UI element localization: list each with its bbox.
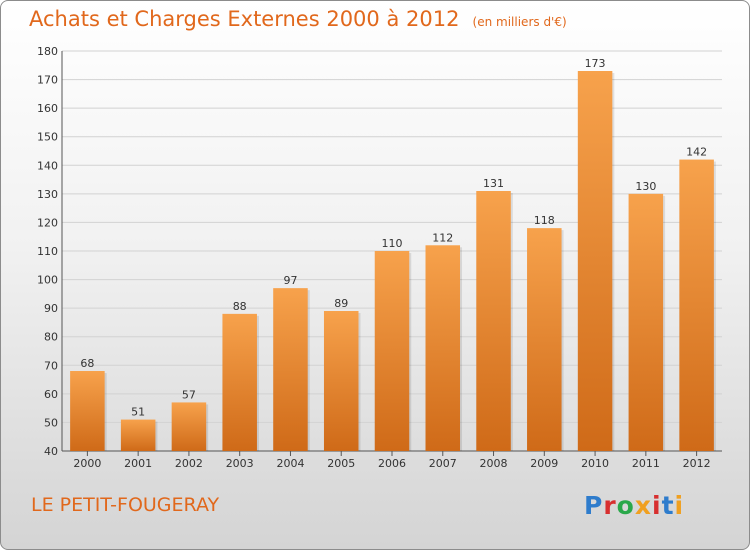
y-tick-label: 110 <box>37 245 58 258</box>
data-label: 57 <box>182 388 196 401</box>
x-tick-label: 2001 <box>124 457 152 470</box>
bar-2008 <box>476 191 511 451</box>
bar-2009 <box>527 228 562 451</box>
x-tick-label: 2009 <box>530 457 558 470</box>
bar-2012 <box>679 159 714 452</box>
bar-2004 <box>273 288 308 451</box>
y-tick-label: 40 <box>44 445 58 458</box>
data-label: 51 <box>131 406 145 419</box>
y-tick-label: 180 <box>37 45 58 58</box>
x-tick-label: 2003 <box>226 457 254 470</box>
x-tick-label: 2007 <box>429 457 457 470</box>
data-label: 130 <box>635 180 656 193</box>
data-label: 173 <box>585 57 606 70</box>
bar-2005 <box>323 311 359 451</box>
y-tick-label: 50 <box>44 416 58 429</box>
bar-2010 <box>577 71 613 451</box>
y-tick-label: 100 <box>37 274 58 287</box>
y-tick-label: 150 <box>37 131 58 144</box>
proxiti-logo: Proxiti <box>584 491 685 520</box>
chart-title: Achats et Charges Externes 2000 à 2012 (… <box>29 7 567 31</box>
bar-2007 <box>425 245 461 451</box>
y-tick-label: 130 <box>37 188 58 201</box>
data-label: 112 <box>432 231 453 244</box>
y-tick-label: 90 <box>44 302 58 315</box>
chart-unit: (en milliers d'€) <box>472 15 567 29</box>
x-tick-label: 2005 <box>327 457 355 470</box>
data-label: 142 <box>686 146 707 159</box>
bars <box>70 71 716 452</box>
data-label: 118 <box>534 214 555 227</box>
x-tick-label: 2006 <box>378 457 406 470</box>
place-name: LE PETIT-FOUGERAY <box>31 494 220 516</box>
x-tick-label: 2000 <box>73 457 101 470</box>
chart-title-text: Achats et Charges Externes 2000 à 2012 <box>29 7 460 31</box>
x-tick-label: 2004 <box>276 457 304 470</box>
y-tick-label: 170 <box>37 74 58 87</box>
x-tick-label: 2011 <box>632 457 660 470</box>
data-label: 110 <box>382 237 403 250</box>
data-label: 88 <box>233 300 247 313</box>
y-tick-label: 70 <box>44 359 58 372</box>
bar-2000 <box>70 371 105 451</box>
x-tick-label: 2008 <box>480 457 508 470</box>
x-tick-label: 2002 <box>175 457 203 470</box>
y-tick-label: 140 <box>37 159 58 172</box>
data-label: 97 <box>283 274 297 287</box>
data-label: 68 <box>80 357 94 370</box>
data-label: 89 <box>334 297 348 310</box>
bar-2011 <box>628 193 664 451</box>
x-tick-label: 2012 <box>683 457 711 470</box>
labels: 2000 68 2001 51 2002 57 2003 88 2004 97 2005 89 2006… <box>73 57 710 470</box>
y-tick-label: 120 <box>37 216 58 229</box>
x-tick-label: 2010 <box>581 457 609 470</box>
bar-2002 <box>171 402 207 451</box>
y-tick-label: 60 <box>44 388 58 401</box>
bar-2001 <box>120 419 156 451</box>
y-tick-label: 160 <box>37 102 58 115</box>
data-label: 131 <box>483 177 504 190</box>
bar-2006 <box>374 251 410 451</box>
y-tick-label: 80 <box>44 331 58 344</box>
bar-2003 <box>222 313 257 451</box>
